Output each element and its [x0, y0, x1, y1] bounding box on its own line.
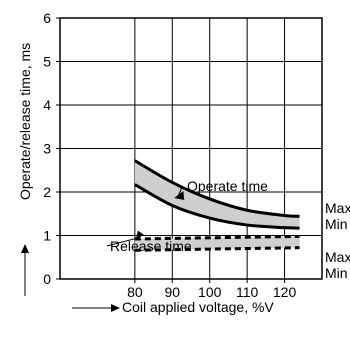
y-axis-label: Operate/release time, ms [17, 43, 33, 200]
series-lines [134, 159, 300, 252]
operate-time-max-line [134, 159, 300, 218]
y-tick-label-3: 3 [43, 141, 51, 157]
release-time-max-line [134, 234, 300, 241]
y-tick-label-1: 1 [43, 228, 51, 244]
operate-time-label: Operate time [187, 178, 268, 194]
release-time-leader [106, 237, 139, 247]
x-tick-label-90: 90 [164, 284, 180, 300]
x-tick-label-80: 80 [127, 284, 143, 300]
x-axis-label: Coil applied voltage, %V [122, 299, 274, 315]
release-time-arrowhead [135, 230, 144, 240]
release-time-min-line [134, 246, 300, 252]
release-max-label: Max [325, 249, 350, 265]
operate-min-label: Min [325, 216, 348, 232]
y-axis-arrowhead [21, 244, 29, 253]
y-tick-label-4: 4 [43, 97, 51, 113]
release-time-band [134, 236, 300, 251]
operate-time-min-line [134, 183, 300, 230]
release-time-label: Release time [110, 238, 192, 254]
release-min-label: Min [325, 265, 348, 281]
x-axis-arrowhead [111, 304, 120, 312]
grid [60, 18, 322, 279]
y-tick-label-6: 6 [43, 10, 51, 26]
y-tick-label-5: 5 [43, 54, 51, 70]
y-tick-label-0: 0 [43, 271, 51, 287]
x-tick-label-120: 120 [273, 284, 297, 300]
tick-labels: 80 90 100 110 120 0 1 2 3 4 5 6 [43, 10, 296, 300]
x-tick-label-110: 110 [236, 284, 259, 300]
bands [134, 160, 300, 251]
y-tick-label-2: 2 [43, 184, 51, 200]
operate-time-band [134, 160, 300, 229]
operate-max-label: Max [325, 200, 350, 216]
x-tick-label-100: 100 [198, 284, 222, 300]
operate-time-arrowhead [174, 191, 185, 200]
